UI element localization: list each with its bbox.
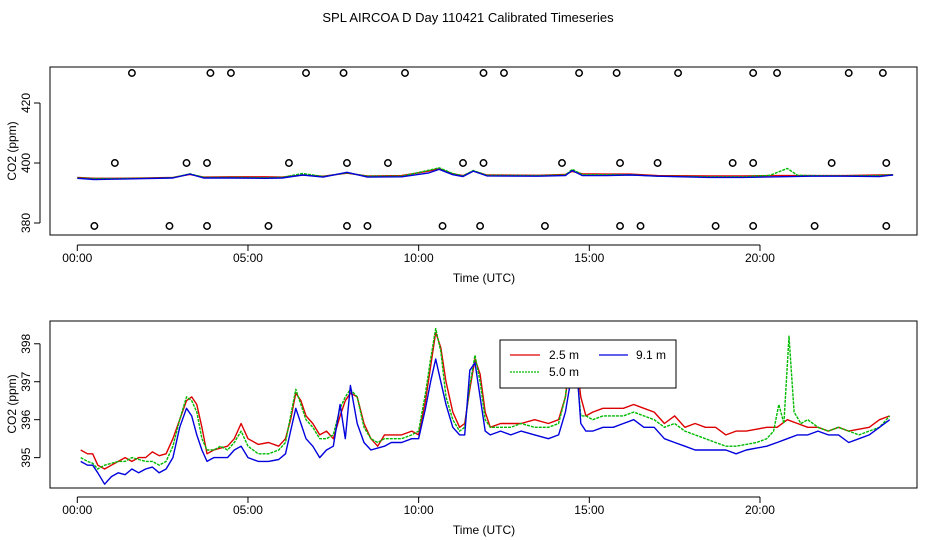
calibration-marker — [363, 222, 372, 230]
calibration-marker — [612, 69, 621, 77]
plot-frame — [49, 320, 918, 489]
calibration-marker — [203, 222, 211, 230]
y-tick-label: 395 — [19, 447, 33, 467]
calibration-marker — [674, 69, 683, 77]
x-tick-label: 15:00 — [574, 503, 604, 517]
calibration-marker — [810, 222, 819, 230]
legend-label-5-0m: 5.0 m — [549, 365, 579, 379]
calibration-marker — [827, 159, 836, 167]
series-2-5-m — [80, 331, 890, 470]
calibration-marker — [749, 69, 758, 77]
calibration-marker — [302, 69, 310, 77]
calibration-marker — [476, 222, 485, 230]
bottom-series — [80, 327, 891, 485]
calibration-marker — [206, 69, 215, 77]
top-series — [77, 167, 894, 181]
calibration-marker — [636, 222, 645, 230]
calibration-marker — [264, 222, 273, 230]
top-markers — [90, 69, 891, 230]
calibration-marker — [226, 69, 235, 77]
calibration-marker — [540, 222, 549, 230]
calibration-marker — [182, 159, 191, 167]
calibration-marker — [728, 159, 737, 167]
calibration-marker — [459, 159, 467, 167]
calibration-marker — [882, 222, 891, 230]
calibration-marker — [616, 222, 624, 230]
y-tick-label: 400 — [19, 153, 33, 173]
y-tick-label: 420 — [19, 93, 33, 113]
series-5-0-m — [80, 327, 891, 470]
calibration-marker — [284, 159, 293, 167]
calibration-marker — [882, 159, 891, 167]
calibration-marker — [749, 222, 758, 230]
calibration-marker — [616, 159, 624, 167]
calibration-marker — [90, 222, 99, 230]
x-tick-label: 05:00 — [233, 503, 263, 517]
x-tick-label: 10:00 — [404, 251, 434, 265]
y-axis: 380 400 420 — [19, 93, 41, 233]
y-axis: 395 396 397 398 — [19, 333, 41, 468]
calibration-marker — [127, 69, 136, 77]
calibration-marker — [339, 69, 348, 77]
y-axis-label: CO2 (ppm) — [5, 374, 19, 433]
plot-frame — [49, 66, 918, 236]
legend-label-2-5m: 2.5 m — [549, 348, 579, 362]
calibration-marker — [773, 69, 782, 77]
calibration-marker — [438, 222, 447, 230]
calibration-marker — [749, 159, 758, 167]
calibration-marker — [500, 69, 508, 77]
x-tick-label: 00:00 — [62, 503, 92, 517]
calibration-marker — [203, 159, 211, 167]
x-axis: 00:00 05:00 10:00 15:00 20:00 — [62, 244, 775, 265]
calibration-marker — [479, 69, 488, 77]
legend: 2.5 m 9.1 m 5.0 m — [499, 339, 677, 389]
y-tick-label: 380 — [19, 213, 33, 233]
x-tick-label: 20:00 — [745, 503, 775, 517]
series-9-1-m — [77, 168, 894, 181]
x-tick-label: 00:00 — [62, 251, 92, 265]
y-tick-label: 396 — [19, 409, 33, 429]
calibration-marker — [343, 222, 351, 230]
x-tick-label: 10:00 — [404, 503, 434, 517]
series-9-1-m — [80, 350, 891, 485]
calibration-marker — [479, 159, 488, 167]
legend-box — [499, 339, 677, 389]
panel-bottom: 00:00 05:00 10:00 15:00 20:00 395 396 397 398 T… — [5, 320, 918, 537]
calibration-marker — [383, 159, 392, 167]
x-axis-label: Time (UTC) — [453, 271, 515, 285]
panel-top: 00:00 05:00 10:00 15:00 20:00 380 400 420 Time… — [5, 66, 918, 285]
x-tick-label: 20:00 — [745, 251, 775, 265]
calibration-marker — [653, 159, 662, 167]
calibration-marker — [343, 159, 351, 167]
calibration-marker — [575, 69, 584, 77]
calibration-marker — [844, 69, 853, 77]
calibration-marker — [878, 69, 887, 77]
x-axis-label: Time (UTC) — [453, 523, 515, 537]
calibration-marker — [558, 159, 566, 167]
y-tick-label: 397 — [19, 371, 33, 391]
legend-label-9-1m: 9.1 m — [636, 348, 666, 362]
calibration-marker — [711, 222, 720, 230]
calibration-marker — [401, 69, 409, 77]
y-tick-label: 398 — [19, 333, 33, 353]
y-axis-label: CO2 (ppm) — [5, 121, 19, 180]
chart-title: SPL AIRCOA D Day 110421 Calibrated Times… — [322, 10, 614, 25]
x-axis: 00:00 05:00 10:00 15:00 20:00 — [62, 496, 775, 517]
calibration-marker — [165, 222, 174, 230]
x-tick-label: 05:00 — [233, 251, 263, 265]
calibration-marker — [110, 159, 119, 167]
x-tick-label: 15:00 — [574, 251, 604, 265]
